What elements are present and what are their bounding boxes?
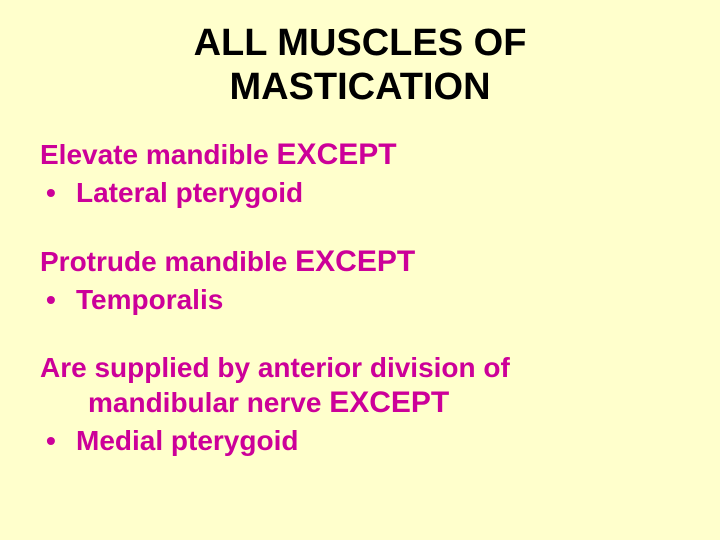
bullet-row-elevate: • Lateral pterygoid bbox=[40, 175, 680, 210]
statement-nerve-cont: mandibular nerve bbox=[88, 387, 329, 418]
slide-title: ALL MUSCLES OF MASTICATION bbox=[40, 22, 680, 109]
statement-nerve-line2-wrap: mandibular nerve EXCEPT bbox=[40, 385, 449, 421]
bullet-row-protrude: • Temporalis bbox=[40, 282, 680, 317]
title-line-2: MASTICATION bbox=[229, 66, 490, 108]
bullet-text-protrude: Temporalis bbox=[76, 282, 223, 317]
statement-elevate: Elevate mandible EXCEPT bbox=[40, 137, 680, 173]
title-line-1: ALL MUSCLES OF bbox=[194, 22, 527, 64]
statement-protrude-except: EXCEPT bbox=[295, 245, 415, 278]
section-nerve: Are supplied by anterior division of man… bbox=[40, 351, 680, 458]
statement-nerve-except: EXCEPT bbox=[329, 386, 449, 419]
statement-elevate-except: EXCEPT bbox=[277, 138, 397, 171]
section-protrude: Protrude mandible EXCEPT • Temporalis bbox=[40, 244, 680, 317]
bullet-row-nerve: • Medial pterygoid bbox=[40, 423, 680, 458]
section-elevate: Elevate mandible EXCEPT • Lateral pteryg… bbox=[40, 137, 680, 210]
bullet-dot-icon: • bbox=[40, 175, 76, 210]
bullet-dot-icon: • bbox=[40, 423, 76, 458]
statement-protrude-pre: Protrude mandible bbox=[40, 246, 295, 277]
bullet-text-nerve: Medial pterygoid bbox=[76, 423, 298, 458]
statement-nerve-line1: Are supplied by anterior division of bbox=[40, 352, 510, 383]
statement-nerve: Are supplied by anterior division of man… bbox=[40, 351, 680, 421]
statement-elevate-pre: Elevate mandible bbox=[40, 139, 277, 170]
statement-protrude: Protrude mandible EXCEPT bbox=[40, 244, 680, 280]
slide-container: ALL MUSCLES OF MASTICATION Elevate mandi… bbox=[0, 0, 720, 540]
bullet-dot-icon: • bbox=[40, 282, 76, 317]
bullet-text-elevate: Lateral pterygoid bbox=[76, 175, 303, 210]
